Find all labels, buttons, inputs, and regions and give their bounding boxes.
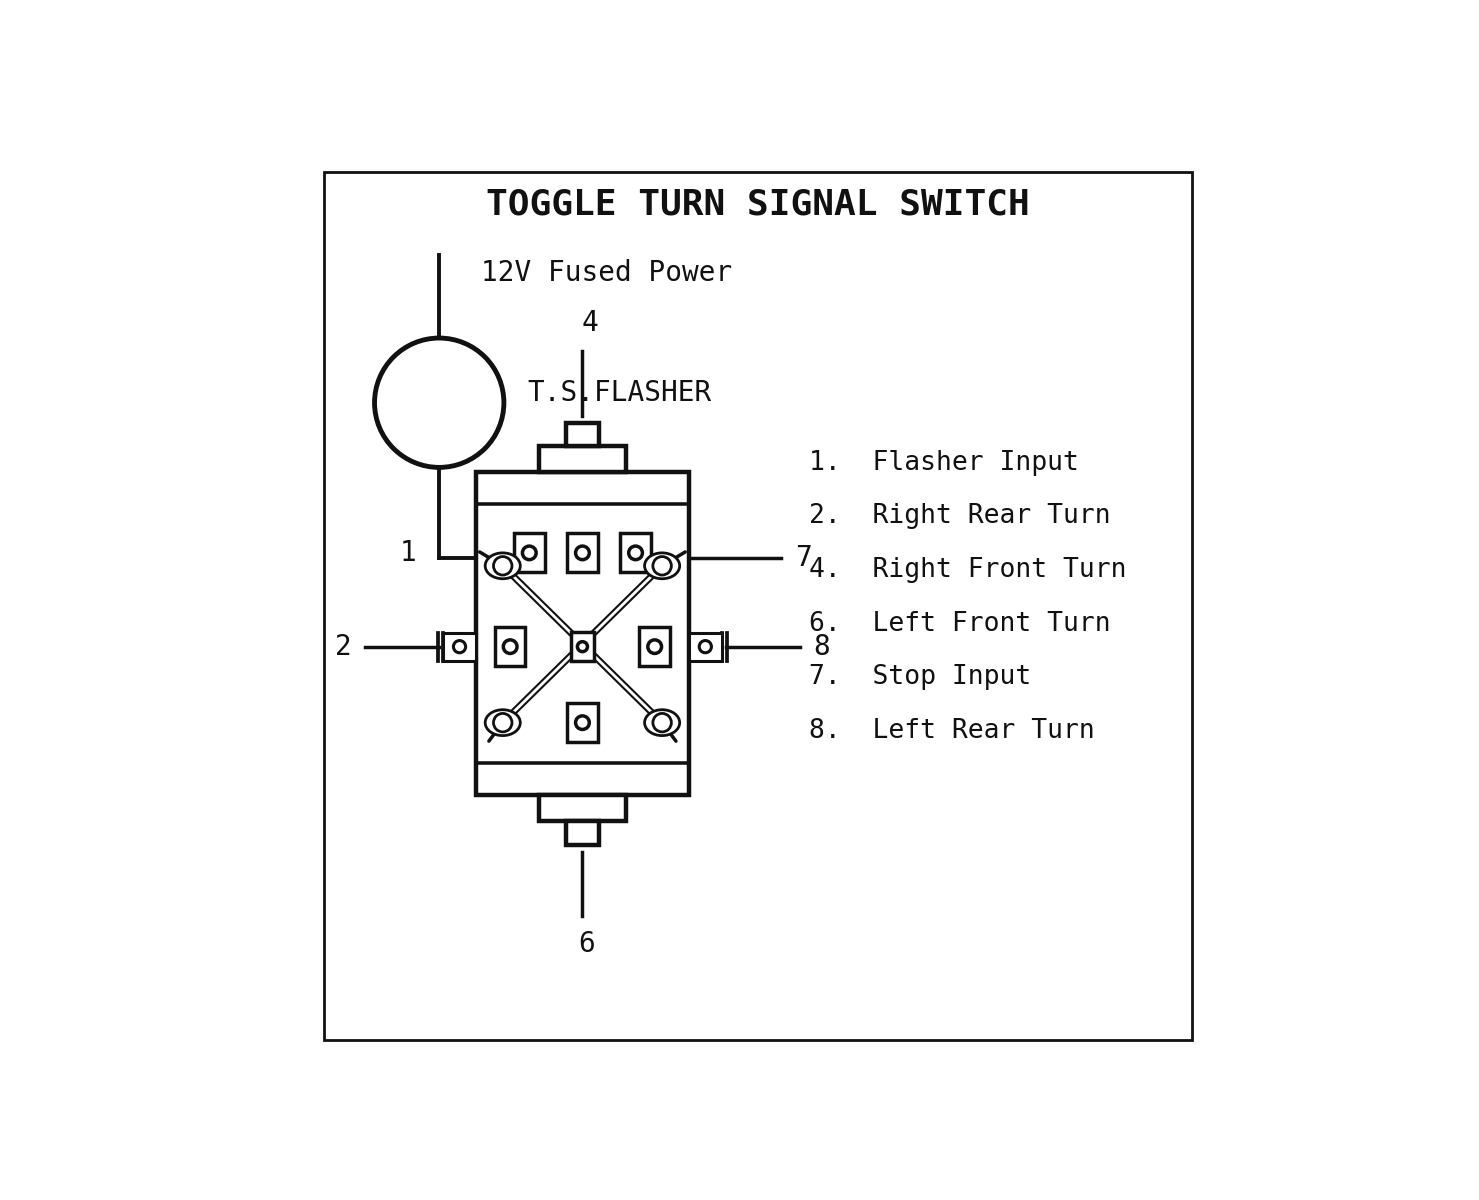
Bar <box>495 628 525 666</box>
Text: 7: 7 <box>794 544 812 571</box>
Text: 12V Fused Power: 12V Fused Power <box>481 259 732 287</box>
Ellipse shape <box>485 553 521 578</box>
Bar <box>639 628 670 666</box>
Text: TOGGLE TURN SIGNAL SWITCH: TOGGLE TURN SIGNAL SWITCH <box>487 187 1029 221</box>
Text: 1: 1 <box>399 539 416 568</box>
Bar <box>566 534 598 572</box>
Bar <box>538 796 626 821</box>
Ellipse shape <box>648 640 661 654</box>
Text: T.S.FLASHER: T.S.FLASHER <box>527 379 711 408</box>
Bar <box>620 534 651 572</box>
Bar <box>442 632 476 660</box>
Text: 8.  Left Rear Turn: 8. Left Rear Turn <box>809 718 1094 744</box>
Circle shape <box>652 557 671 575</box>
Ellipse shape <box>577 642 587 652</box>
Bar <box>566 703 598 742</box>
Ellipse shape <box>645 553 680 578</box>
Bar <box>515 534 544 572</box>
Text: 2.  Right Rear Turn: 2. Right Rear Turn <box>809 503 1111 529</box>
Text: 6: 6 <box>578 930 596 959</box>
Circle shape <box>454 641 466 653</box>
Text: 4.  Right Front Turn: 4. Right Front Turn <box>809 557 1127 583</box>
Bar <box>566 821 599 845</box>
Text: 1.  Flasher Input: 1. Flasher Input <box>809 450 1078 475</box>
Circle shape <box>494 714 512 732</box>
Circle shape <box>700 641 711 653</box>
Bar <box>476 472 689 796</box>
Bar <box>571 632 593 661</box>
Ellipse shape <box>629 546 642 559</box>
Text: 2: 2 <box>334 632 352 661</box>
Ellipse shape <box>503 640 518 654</box>
Circle shape <box>374 338 504 468</box>
Ellipse shape <box>485 709 521 736</box>
Bar <box>566 422 599 446</box>
Ellipse shape <box>575 546 589 559</box>
Text: 6.  Left Front Turn: 6. Left Front Turn <box>809 611 1111 636</box>
Bar <box>538 446 626 472</box>
Circle shape <box>494 557 512 575</box>
Ellipse shape <box>645 709 680 736</box>
Text: 4: 4 <box>581 310 598 337</box>
Ellipse shape <box>575 716 589 730</box>
Ellipse shape <box>522 546 537 559</box>
Text: 7.  Stop Input: 7. Stop Input <box>809 664 1031 690</box>
Text: 8: 8 <box>813 632 830 661</box>
Circle shape <box>652 714 671 732</box>
Bar <box>689 632 722 660</box>
